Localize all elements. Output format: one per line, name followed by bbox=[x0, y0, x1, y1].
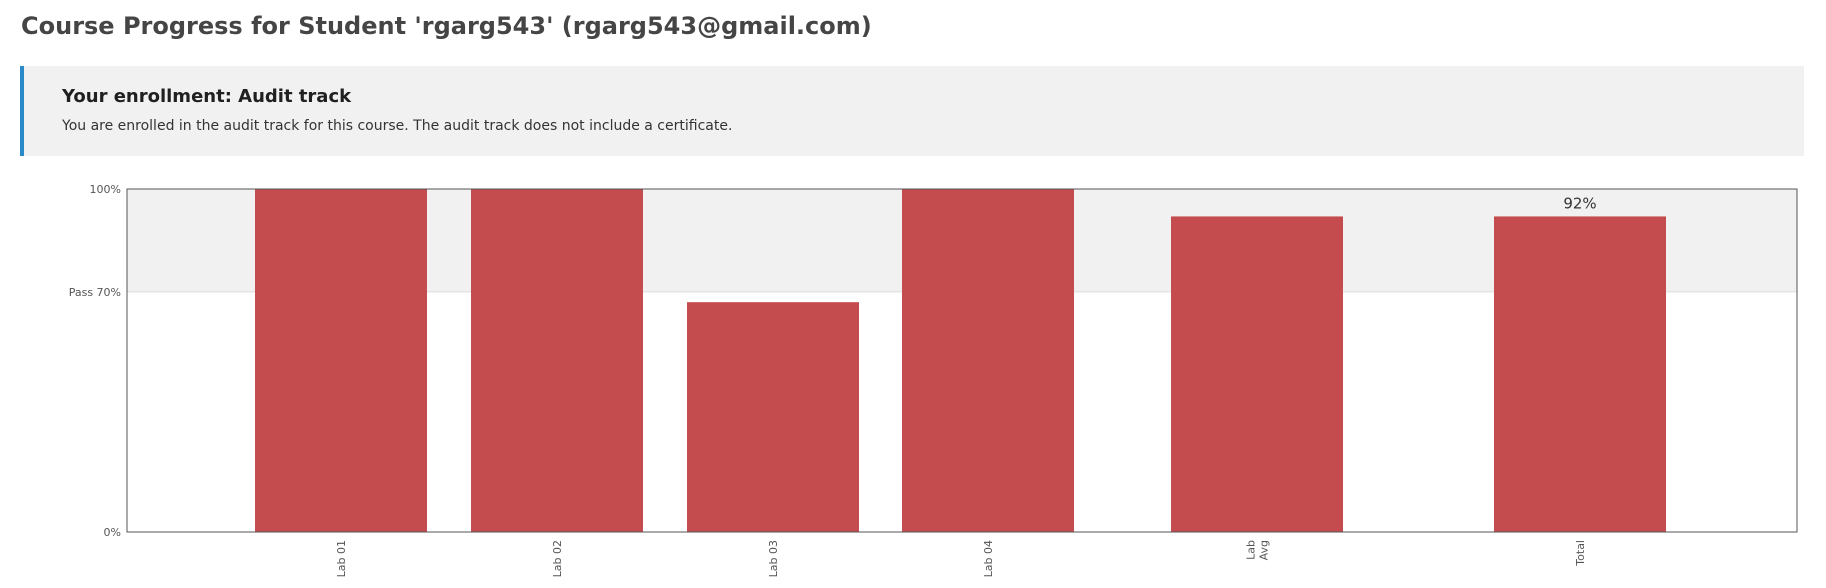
bars-layer bbox=[255, 189, 1666, 532]
x-tick-group-4: Lab 04 bbox=[982, 540, 995, 577]
bar-5 bbox=[1171, 216, 1343, 532]
enrollment-message: You are enrolled in the audit track for … bbox=[62, 118, 733, 134]
plot-frame-layer bbox=[126, 188, 1798, 533]
bar-3 bbox=[687, 302, 859, 532]
x-tick-label-3: Lab 03 bbox=[767, 540, 780, 577]
value-label-6: 92% bbox=[1563, 194, 1596, 212]
x-axis-layer: Lab 01 Lab 02 Lab 03 Lab 04 LabAvg Total bbox=[335, 540, 1587, 577]
page-title: Course Progress for Student 'rgarg543' (… bbox=[21, 12, 872, 40]
plot-frame bbox=[126, 188, 1798, 533]
y-tick-label-3: 0% bbox=[104, 526, 121, 539]
enrollment-banner: Your enrollment: Audit track You are enr… bbox=[20, 66, 1804, 156]
y-tick-label-2: Pass 70% bbox=[69, 286, 121, 299]
x-tick-group-5: LabAvg bbox=[1245, 540, 1271, 560]
x-tick-group-2: Lab 02 bbox=[551, 540, 564, 577]
x-tick-label-1: Lab 01 bbox=[335, 540, 348, 577]
x-tick-group-1: Lab 01 bbox=[335, 540, 348, 577]
x-tick-label-5: LabAvg bbox=[1245, 540, 1271, 560]
y-axis-layer: 100% Pass 70% 0% bbox=[69, 183, 121, 539]
x-tick-group-3: Lab 03 bbox=[767, 540, 780, 577]
x-tick-group-6: Total bbox=[1574, 540, 1587, 567]
x-tick-label-6: Total bbox=[1574, 540, 1587, 567]
y-tick-label-1: 100% bbox=[90, 183, 121, 196]
bar-6 bbox=[1494, 216, 1666, 532]
value-label-layer: 92% bbox=[1563, 194, 1596, 212]
x-tick-label-4: Lab 04 bbox=[982, 540, 995, 577]
enrollment-title: Your enrollment: Audit track bbox=[62, 86, 352, 107]
bar-2 bbox=[471, 189, 643, 532]
bar-1 bbox=[255, 189, 427, 532]
x-tick-label-2: Lab 02 bbox=[551, 540, 564, 577]
bar-4 bbox=[902, 189, 1074, 532]
